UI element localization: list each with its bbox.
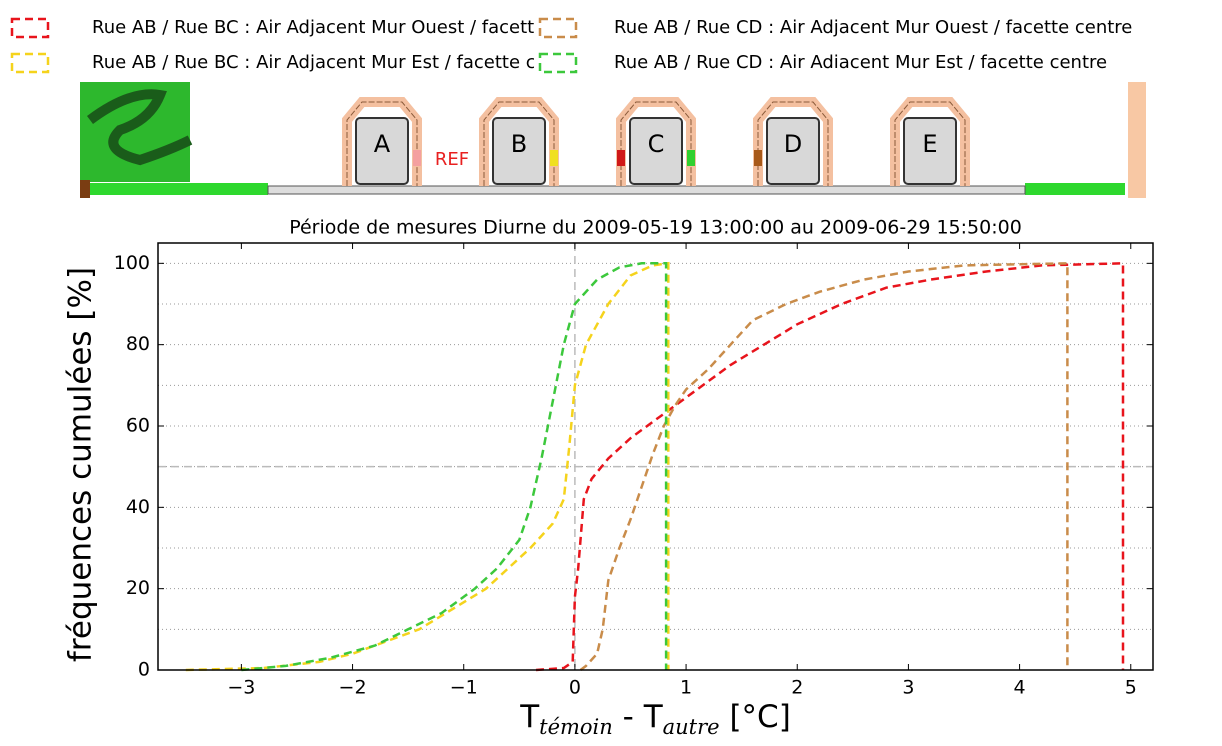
plot-frame bbox=[157, 242, 1154, 671]
legend-label: Rue AB / Rue CD : Air Adjacent Mur Ouest… bbox=[614, 17, 1132, 38]
building-outline bbox=[620, 101, 692, 186]
series-line bbox=[241, 262, 668, 672]
legend-swatch bbox=[10, 52, 50, 74]
building-label: D bbox=[784, 130, 802, 158]
x-tick-label: 5 bbox=[1125, 677, 1137, 699]
tree-branch bbox=[87, 89, 193, 166]
x-axis-label-part: - T bbox=[613, 699, 664, 735]
legend-swatch bbox=[538, 17, 578, 39]
sensor bbox=[413, 150, 421, 166]
building-outline bbox=[894, 101, 966, 186]
y-tick-label: 0 bbox=[138, 659, 150, 681]
grass bbox=[1025, 183, 1125, 195]
x-tick-label: −3 bbox=[227, 677, 255, 699]
x-tick-label: −1 bbox=[450, 677, 478, 699]
building bbox=[492, 117, 546, 185]
chart-title: Période de mesures Diurne du 2009-05-19 … bbox=[289, 217, 1022, 239]
y-tick-label: 40 bbox=[126, 496, 150, 518]
x-tick-label: 1 bbox=[680, 677, 692, 699]
x-axis-label-part: [°C] bbox=[720, 699, 791, 735]
x-tick-label: −2 bbox=[339, 677, 367, 699]
x-tick-label: 2 bbox=[791, 677, 803, 699]
sensor bbox=[754, 150, 762, 166]
grass bbox=[90, 183, 268, 195]
y-tick-label: 80 bbox=[126, 333, 150, 355]
legend-swatch bbox=[10, 17, 50, 39]
y-tick-label: 20 bbox=[126, 577, 150, 599]
y-axis-label: fréquences cumulées [%] bbox=[63, 267, 99, 662]
legend-label: Rue AB / Rue CD : Air Adiacent Mur Est /… bbox=[614, 52, 1107, 73]
series-line bbox=[579, 262, 1069, 672]
y-tick-label: 100 bbox=[114, 252, 150, 274]
building bbox=[903, 117, 957, 185]
sensor bbox=[550, 150, 558, 166]
road bbox=[267, 185, 1026, 195]
series-line bbox=[185, 261, 670, 672]
sensor bbox=[687, 150, 695, 166]
x-axis-label-part: T bbox=[519, 699, 540, 735]
x-axis-label: Ttémoin - Tautre [°C] bbox=[519, 699, 791, 739]
building-edge bbox=[1128, 82, 1146, 198]
legend-label: Rue AB / Rue BC : Air Adjacent Mur Ouest… bbox=[92, 17, 609, 38]
building-label: B bbox=[511, 130, 527, 158]
ref-label: REF bbox=[435, 149, 469, 170]
building bbox=[629, 117, 683, 185]
illustration bbox=[80, 82, 1146, 198]
building-outline bbox=[483, 101, 555, 186]
building-label: C bbox=[648, 130, 665, 158]
building-label: E bbox=[922, 130, 937, 158]
x-axis-label-subscript: autre bbox=[663, 715, 720, 739]
series-line bbox=[535, 262, 1125, 672]
y-tick-label: 60 bbox=[126, 415, 150, 437]
legend-label: Rue AB / Rue BC : Air Adjacent Mur Est /… bbox=[92, 52, 583, 73]
trunk bbox=[80, 180, 90, 198]
x-tick-label: 4 bbox=[1014, 677, 1026, 699]
building bbox=[766, 117, 820, 185]
building-outline bbox=[346, 101, 418, 186]
sensor bbox=[617, 150, 625, 166]
building bbox=[355, 117, 409, 185]
building-outline bbox=[757, 101, 829, 186]
legend-swatch bbox=[538, 52, 578, 74]
x-tick-label: 3 bbox=[902, 677, 914, 699]
x-tick-label: 0 bbox=[569, 677, 581, 699]
building-label: A bbox=[374, 130, 391, 158]
x-axis-label-subscript: témoin bbox=[539, 715, 613, 739]
